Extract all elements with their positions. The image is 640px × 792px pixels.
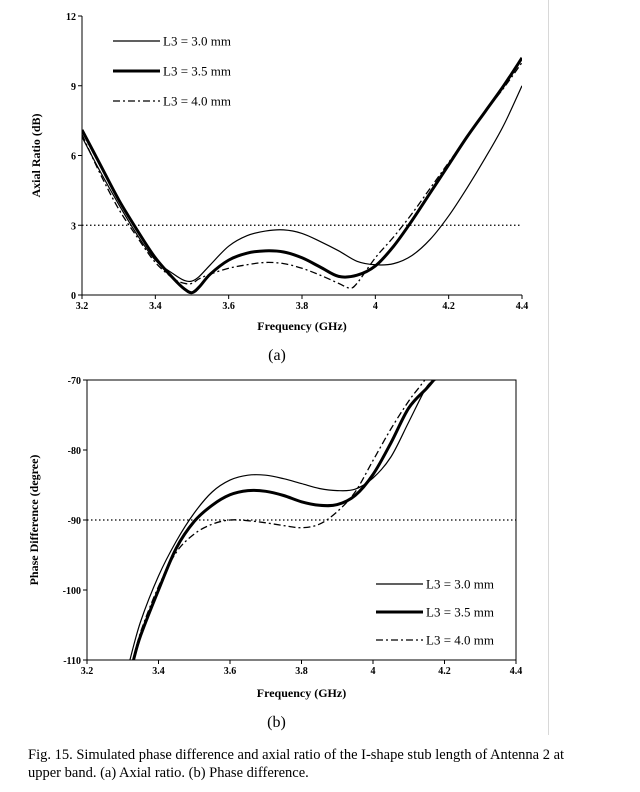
legend-label-b-2: L3 = 3.5 mm	[426, 605, 494, 620]
x-tick-label-b: 3.8	[295, 666, 308, 677]
series-line-a-3	[82, 62, 522, 289]
legend-label-b-3: L3 = 4.0 mm	[426, 633, 494, 648]
series-line-b-3	[132, 380, 426, 660]
y-tick-label-b: -70	[68, 376, 81, 387]
legend-label-a-1: L3 = 3.0 mm	[163, 34, 231, 49]
x-tick-label-b: 4.2	[438, 666, 451, 677]
legend-label-a-3: L3 = 4.0 mm	[163, 94, 231, 109]
series-line-b-2	[132, 380, 435, 660]
y-tick-label-a: 0	[71, 291, 76, 302]
y-tick-label-b: -100	[63, 586, 81, 597]
y-tick-label-a: 12	[66, 12, 76, 23]
figure-caption: Fig. 15. Simulated phase difference and …	[28, 747, 565, 781]
x-tick-label-b: 3.2	[81, 666, 94, 677]
page-edge-line	[548, 0, 549, 735]
y-tick-label-b: -110	[63, 656, 81, 667]
subfigure-label-a: (a)	[268, 347, 286, 364]
y-axis-title-a: Axial Ratio (dB)	[29, 113, 43, 197]
x-tick-label-b: 3.4	[152, 666, 165, 677]
y-tick-label-b: -80	[68, 446, 81, 457]
y-axis-title-b: Phase Difference (degree)	[27, 455, 41, 586]
y-tick-label-a: 9	[71, 82, 76, 93]
y-tick-label-a: 6	[71, 152, 76, 163]
y-tick-label-a: 3	[71, 221, 76, 232]
x-tick-label-a: 4.2	[442, 301, 455, 312]
x-tick-label-b: 3.6	[224, 666, 237, 677]
subfigure-label-b: (b)	[267, 714, 286, 731]
x-tick-label-b: 4	[371, 666, 376, 677]
y-tick-label-b: -90	[68, 516, 81, 527]
x-tick-label-a: 3.2	[76, 301, 89, 312]
x-tick-label-a: 3.6	[222, 301, 235, 312]
x-tick-label-b: 4.4	[510, 666, 523, 677]
x-tick-label-a: 3.4	[149, 301, 162, 312]
legend-label-b-1: L3 = 3.0 mm	[426, 577, 494, 592]
series-line-b-1	[129, 380, 436, 660]
series-line-a-2	[82, 57, 522, 295]
x-tick-label-a: 4.4	[516, 301, 529, 312]
x-tick-label-a: 3.8	[296, 301, 309, 312]
x-axis-title-a: Frequency (GHz)	[257, 319, 346, 333]
legend-label-a-2: L3 = 3.5 mm	[163, 64, 231, 79]
x-tick-label-a: 4	[373, 301, 378, 312]
x-axis-title-b: Frequency (GHz)	[257, 686, 346, 700]
